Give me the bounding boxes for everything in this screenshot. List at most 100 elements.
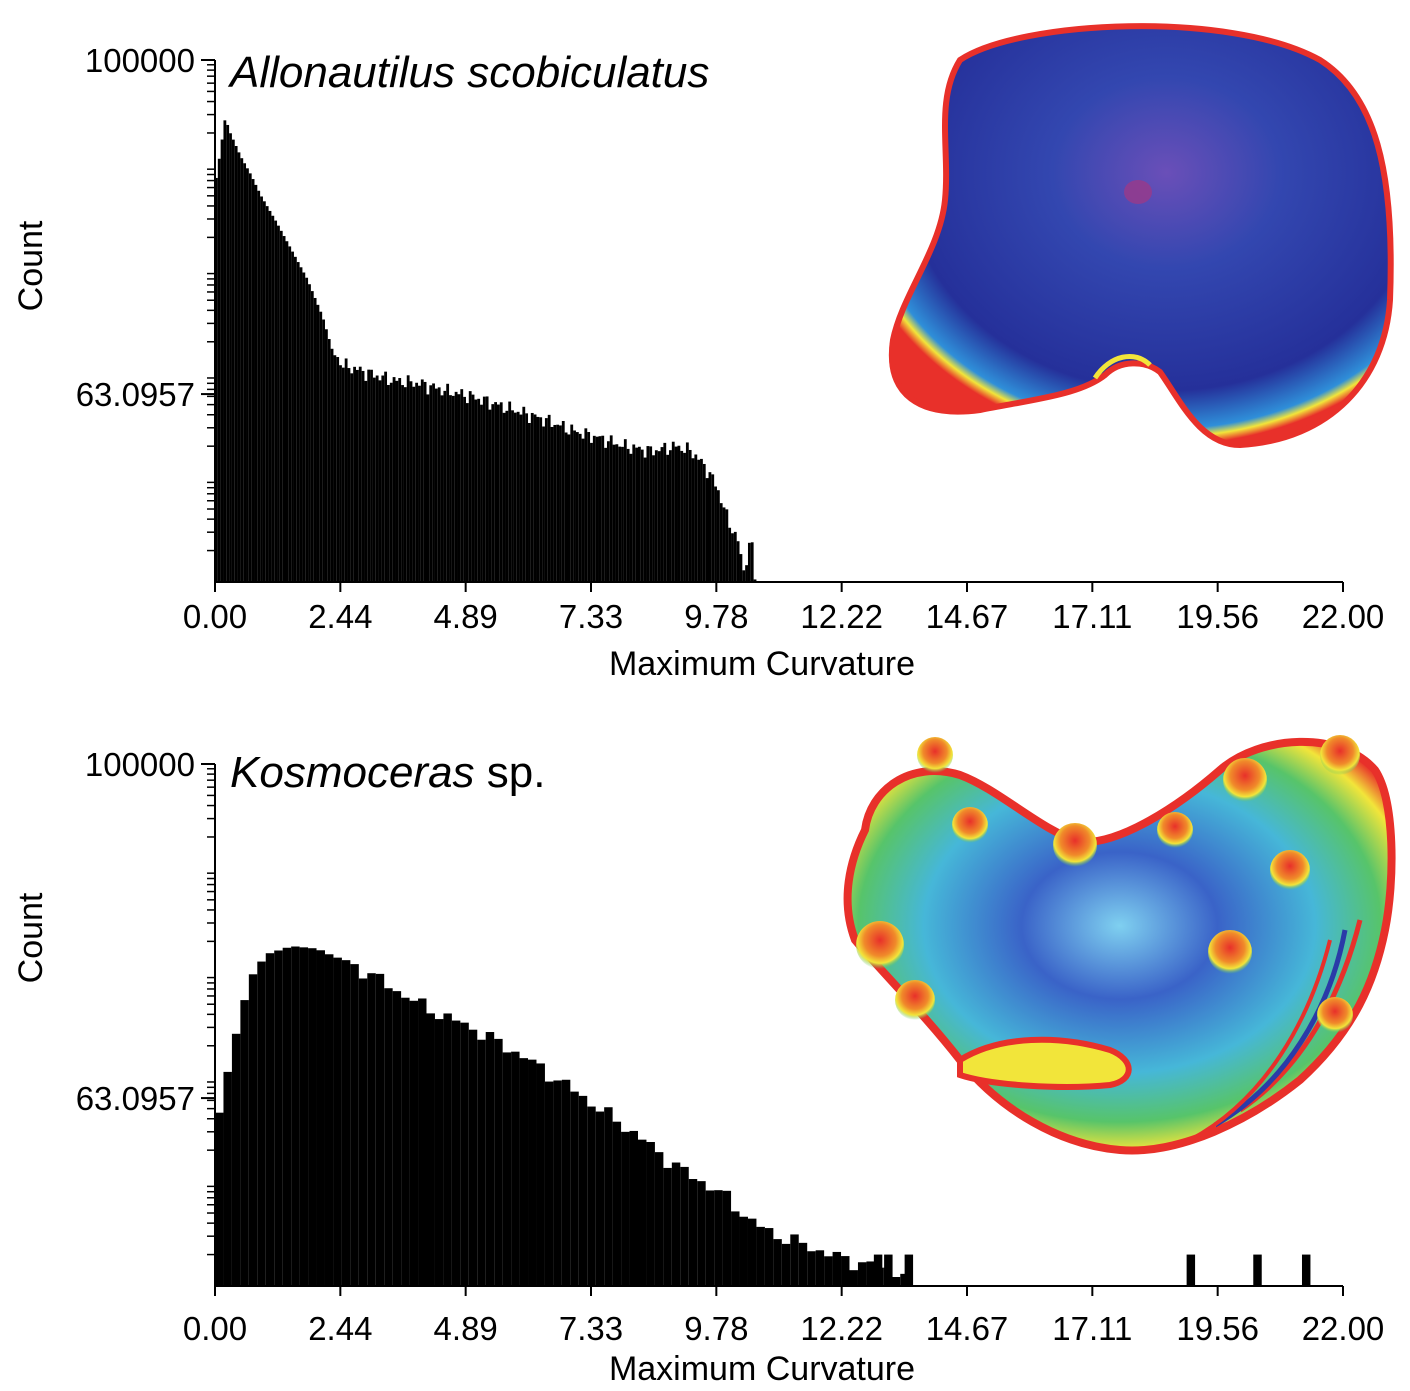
histogram-bar [654, 1152, 664, 1286]
histogram-bar [488, 409, 492, 582]
histogram-bar [697, 459, 701, 582]
x-axis-ticks: 0.00 2.44 4.89 7.33 9.78 12.22 14.67 17.11 19.56… [183, 1286, 1384, 1347]
y-axis-minor-ticks [207, 64, 215, 552]
histogram-bar [578, 1095, 588, 1286]
histogram-bar [522, 406, 526, 582]
histogram-bar [420, 379, 424, 582]
shell-curvature-render-top [888, 23, 1394, 449]
histogram-bar [519, 414, 523, 582]
histogram-bar [316, 304, 320, 582]
histogram-bar [313, 297, 317, 582]
histogram-bar [339, 365, 342, 582]
x-tick-label: 19.56 [1176, 1310, 1259, 1347]
histogram-bar [570, 1091, 579, 1286]
histogram-bar [747, 542, 751, 582]
histogram-bar [423, 381, 427, 582]
histogram-bar [220, 139, 224, 583]
y-axis-tick-labels: 100000 63.0957 [76, 42, 215, 413]
y-axis-label: Count [12, 892, 50, 983]
histogram-bar [248, 974, 258, 1286]
histogram-bar [595, 1111, 605, 1286]
histogram-bar [223, 120, 227, 582]
histogram-bar [246, 168, 249, 582]
histogram-bar [285, 241, 289, 582]
histogram-bar [694, 454, 698, 582]
histogram-bar [646, 446, 650, 582]
histogram-bar [333, 957, 342, 1286]
histogram-bar [367, 369, 371, 582]
histogram-bar [477, 1039, 486, 1286]
histogram-bar [612, 1121, 622, 1286]
histogram-bar [615, 444, 619, 582]
histogram-bar [350, 373, 354, 582]
histogram-bar [680, 1166, 689, 1286]
y-axis-label: Count [12, 220, 50, 311]
histogram-bar [646, 1142, 655, 1286]
histogram-bar [731, 1211, 740, 1286]
histogram-bar [700, 458, 703, 582]
histogram-bar [849, 1270, 858, 1286]
histogram-bar [341, 960, 351, 1286]
histogram-bar [581, 438, 585, 582]
histogram-bar [716, 490, 720, 582]
histogram-bar [454, 391, 458, 582]
histogram-bar [372, 377, 376, 582]
histogram-bar [240, 158, 244, 583]
histogram-bar [609, 435, 613, 582]
histogram-bar [798, 1242, 808, 1286]
histogram-bar [705, 478, 709, 582]
histogram-bar [511, 1051, 520, 1286]
histogram-bar [508, 401, 512, 582]
histogram-bar [505, 410, 509, 582]
histogram-bar [790, 1234, 799, 1286]
histogram-bar [499, 402, 503, 582]
histogram-bar [742, 570, 746, 582]
histogram-bar [401, 997, 410, 1286]
histogram-bar [268, 210, 272, 583]
histogram-bar [680, 450, 684, 582]
x-tick-label: 19.56 [1176, 598, 1259, 635]
x-tick-label: 12.22 [800, 598, 883, 635]
histogram-bar [274, 950, 283, 1286]
panel-title: Kosmoceras sp. [230, 748, 545, 797]
histogram-bar [482, 396, 486, 582]
histogram-bar [434, 388, 438, 582]
histogram-bar [302, 272, 306, 582]
histogram-bar [282, 236, 286, 582]
histogram-bar [229, 133, 232, 583]
histogram-bar [1301, 1254, 1311, 1286]
histogram-bar [358, 366, 362, 582]
x-tick-label: 14.67 [926, 598, 1009, 635]
histogram-bar [590, 442, 593, 582]
histogram-bar [257, 190, 261, 583]
x-tick-label: 0.00 [183, 598, 247, 635]
histogram-bar [691, 458, 695, 582]
histogram-bar [654, 450, 658, 582]
x-tick-label: 22.00 [1302, 1310, 1385, 1347]
histogram-bar [463, 396, 466, 582]
panel-title: Allonautilus scobiculatus [227, 48, 709, 97]
histogram-bar [697, 1181, 706, 1286]
y-axis-tick-labels: 100000 63.0957 [76, 746, 215, 1117]
histogram-bar [265, 206, 269, 582]
x-tick-label: 22.00 [1302, 598, 1385, 635]
histogram-bar [443, 1013, 452, 1286]
histogram-bar [623, 439, 627, 582]
histogram-bar [559, 425, 562, 582]
histogram-bar [857, 1262, 867, 1286]
histogram-bar [511, 410, 514, 582]
histogram-bar [384, 988, 393, 1286]
histogram-bar [618, 446, 622, 582]
histogram-bar [240, 1000, 249, 1286]
histogram-bar [248, 173, 252, 582]
histogram-bar [316, 950, 325, 1286]
histogram-bar [657, 451, 661, 582]
histogram-bar [587, 432, 591, 582]
x-tick-label: 4.89 [434, 1310, 498, 1347]
histogram-bar [392, 377, 396, 582]
histogram-bar [550, 426, 554, 582]
histogram-bar [632, 444, 636, 582]
histogram-bar [353, 366, 356, 582]
y-tick-label: 63.0957 [76, 376, 195, 413]
histogram-bar [460, 389, 464, 582]
